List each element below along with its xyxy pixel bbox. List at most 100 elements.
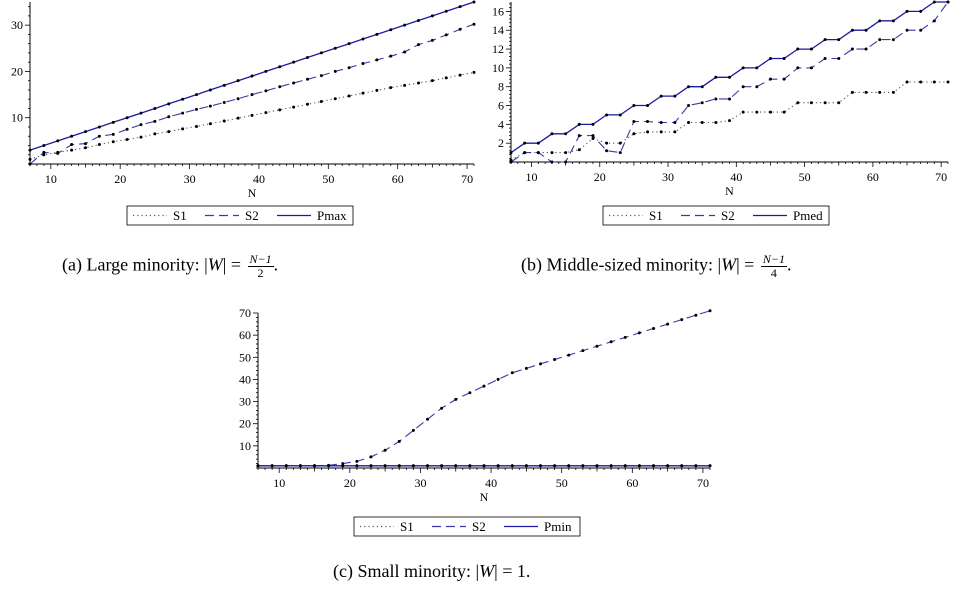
- data-point-s1: [430, 79, 434, 83]
- data-point-s2: [333, 69, 337, 73]
- data-point-s2: [42, 150, 46, 154]
- data-point-s1: [796, 101, 800, 105]
- data-point-s2: [369, 455, 373, 459]
- data-point-s2: [637, 331, 641, 335]
- data-point-pmin: [454, 464, 458, 468]
- x-tick-label: 10: [273, 476, 285, 490]
- x-tick-label: 60: [626, 476, 638, 490]
- data-point-s2: [524, 366, 528, 370]
- x-tick-label: 20: [594, 170, 606, 184]
- data-point-s2: [153, 119, 157, 123]
- data-point-pmed: [700, 85, 704, 89]
- data-point-pmax: [389, 28, 393, 32]
- data-point-pmin: [355, 464, 359, 468]
- data-point-s2: [536, 151, 540, 155]
- data-point-pmax: [403, 23, 407, 27]
- data-point-s2: [355, 459, 359, 463]
- data-point-s1: [809, 101, 813, 105]
- data-point-s1: [97, 143, 101, 147]
- data-point-s2: [700, 101, 704, 105]
- data-point-s1: [714, 120, 718, 124]
- data-point-s2: [581, 349, 585, 353]
- data-point-pmin: [440, 464, 444, 468]
- x-tick-label: 50: [556, 476, 568, 490]
- data-point-pmed: [618, 113, 622, 117]
- data-point-s2: [208, 104, 212, 108]
- data-point-s1: [333, 97, 337, 101]
- legend-label-pmin: Pmin: [544, 519, 572, 534]
- series-line-s2: [510, 1, 949, 163]
- data-point-s1: [782, 110, 786, 114]
- data-point-s1: [458, 73, 462, 77]
- data-point-pmed: [768, 56, 772, 60]
- data-point-pmed: [878, 19, 882, 23]
- x-axis-label: N: [480, 490, 489, 504]
- data-point-pmax: [250, 74, 254, 78]
- data-point-pmin: [524, 464, 528, 468]
- data-point-pmin: [341, 464, 345, 468]
- x-tick-label: 40: [253, 172, 265, 186]
- data-point-pmed: [509, 151, 513, 155]
- data-point-s1: [292, 105, 296, 109]
- y-tick-label: 30: [11, 18, 23, 32]
- data-point-pmax: [264, 69, 268, 73]
- data-point-s1: [659, 130, 663, 134]
- data-point-pmin: [313, 464, 316, 468]
- data-point-s2: [417, 43, 420, 47]
- data-point-pmed: [946, 0, 950, 4]
- y-tick-label: 30: [239, 395, 251, 409]
- caption-a-var: W: [207, 254, 223, 275]
- data-point-s1: [84, 146, 87, 150]
- data-point-s2: [341, 462, 345, 466]
- data-point-s2: [411, 428, 415, 432]
- caption-b-den: 4: [770, 266, 777, 280]
- x-tick-label: 30: [184, 172, 196, 186]
- data-point-pmax: [139, 111, 143, 115]
- data-point-s1: [70, 148, 74, 152]
- x-tick-label: 50: [322, 172, 334, 186]
- data-point-pmed: [523, 141, 527, 145]
- data-point-s1: [632, 132, 636, 136]
- data-point-pmed: [741, 66, 745, 70]
- data-point-s1: [139, 135, 143, 139]
- x-tick-label: 70: [935, 170, 947, 184]
- x-tick-label: 10: [45, 172, 57, 186]
- data-point-pmin: [652, 464, 655, 468]
- chart-c: 10 20 30 40 50 60 70 10 20 30 40 50 60 70 N S1 S2 Pmin: [239, 306, 712, 537]
- data-point-pmed: [823, 38, 827, 42]
- data-point-s1: [28, 157, 32, 161]
- data-point-s2: [397, 439, 401, 443]
- data-point-s1: [823, 101, 827, 105]
- data-point-pmax: [181, 97, 185, 101]
- x-tick-label: 70: [461, 172, 473, 186]
- data-point-s2: [609, 340, 613, 344]
- data-point-s1: [389, 86, 393, 90]
- data-point-pmed: [673, 94, 677, 98]
- data-point-s1: [264, 111, 268, 115]
- series-line-s1: [29, 71, 475, 160]
- data-point-s2: [864, 47, 868, 51]
- y-tick-label: 10: [492, 61, 504, 75]
- data-point-pmed: [850, 28, 854, 32]
- data-point-s1: [946, 80, 950, 84]
- data-point-s1: [591, 136, 595, 140]
- data-point-pmax: [347, 42, 351, 46]
- data-point-pmin: [694, 464, 698, 468]
- data-point-s2: [768, 77, 772, 81]
- data-point-pmax: [236, 79, 240, 83]
- data-point-pmed: [632, 104, 636, 108]
- data-point-s2: [181, 111, 185, 115]
- data-point-s2: [605, 149, 609, 153]
- caption-b-suffix: .: [786, 254, 792, 275]
- y-tick-label: 50: [239, 350, 251, 364]
- x-tick-label: 20: [114, 172, 126, 186]
- data-point-pmed: [564, 132, 568, 136]
- caption-a-num: N−1: [247, 252, 274, 267]
- data-point-pmed: [687, 85, 691, 89]
- data-point-pmed: [755, 66, 759, 70]
- data-point-s2: [823, 56, 827, 60]
- data-point-s2: [347, 66, 351, 70]
- data-point-s1: [646, 130, 650, 134]
- y-tick-label: 6: [498, 99, 504, 113]
- data-point-s1: [905, 80, 909, 84]
